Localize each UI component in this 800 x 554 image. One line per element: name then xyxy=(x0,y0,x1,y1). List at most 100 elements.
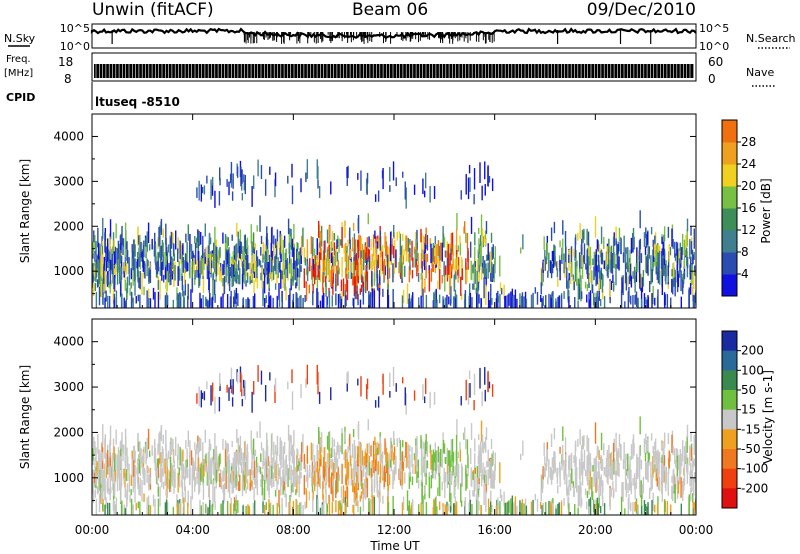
velocity-echo xyxy=(650,433,653,441)
velocity-echo xyxy=(574,468,577,475)
power-echo xyxy=(293,223,295,240)
velocity-echo xyxy=(123,468,125,478)
power-echo xyxy=(557,278,559,287)
velocity-echo xyxy=(583,435,585,447)
velocity-echo xyxy=(490,439,493,450)
power-echo xyxy=(460,276,462,296)
power-echo xyxy=(562,238,564,260)
velocity-echo xyxy=(536,498,539,512)
velocity-echo xyxy=(608,444,610,459)
power-echo xyxy=(353,233,356,256)
power-echo xyxy=(214,226,216,249)
power-echo xyxy=(479,255,482,264)
velocity-echo xyxy=(352,429,355,438)
velocity-echo xyxy=(109,475,112,492)
power-echo xyxy=(368,236,370,248)
power-echo xyxy=(433,247,436,257)
velocity-echo xyxy=(612,443,615,462)
velocity-echo xyxy=(137,501,139,509)
power-echo xyxy=(375,243,377,260)
velocity-echo xyxy=(425,433,427,452)
power-echo xyxy=(103,256,106,271)
power-echo xyxy=(650,255,652,271)
velocity-echo xyxy=(151,445,153,456)
velocity-echo xyxy=(228,479,231,498)
velocity-echo xyxy=(210,385,212,406)
power-echo xyxy=(377,254,380,269)
velocity-echo xyxy=(120,447,122,457)
velocity-echo xyxy=(162,434,164,444)
power-echo xyxy=(371,278,373,298)
velocity-echo xyxy=(476,465,479,485)
velocity-echo xyxy=(523,503,525,515)
power-echo xyxy=(485,284,487,305)
power-echo xyxy=(207,300,209,308)
power-echo xyxy=(370,261,373,272)
power-echo xyxy=(400,264,402,280)
velocity-echo xyxy=(94,457,96,469)
velocity-echo xyxy=(125,506,127,515)
velocity-echo xyxy=(557,504,559,514)
velocity-echo xyxy=(218,396,221,412)
power-echo xyxy=(214,262,217,275)
power-echo xyxy=(219,266,221,281)
power-echo xyxy=(617,244,619,255)
power-echo xyxy=(345,250,348,269)
velocity-echo xyxy=(331,502,334,514)
power-echo xyxy=(584,281,587,289)
velocity-echo xyxy=(686,469,689,484)
velocity-echo xyxy=(156,458,159,468)
power-echo xyxy=(405,187,407,209)
power-echo xyxy=(655,244,658,262)
velocity-echo xyxy=(308,491,311,501)
velocity-echo xyxy=(629,470,632,488)
power-echo xyxy=(280,254,282,263)
power-echo xyxy=(658,270,661,285)
power-echo xyxy=(319,238,321,248)
power-echo xyxy=(417,272,420,282)
power-echo xyxy=(681,274,684,282)
velocity-echo xyxy=(305,475,308,482)
power-echo xyxy=(465,232,467,243)
velocity-echo xyxy=(337,472,339,493)
velocity-echo xyxy=(154,439,156,455)
power-echo xyxy=(673,262,675,278)
velocity-echo xyxy=(113,506,115,515)
power-echo xyxy=(264,255,266,264)
nave-tick-low: 0 xyxy=(708,72,716,86)
velocity-echo xyxy=(253,460,256,478)
velocity-echo xyxy=(477,434,480,441)
power-echo xyxy=(508,293,510,306)
cpid-row: CPID ltuseq -8510 xyxy=(6,82,180,110)
power-echo xyxy=(574,297,576,308)
velocity-echo xyxy=(423,460,425,467)
power-echo xyxy=(335,293,337,306)
power-echo xyxy=(194,242,197,265)
velocity-echo xyxy=(318,427,320,445)
power-echo xyxy=(340,239,342,246)
velocity-echo xyxy=(530,501,533,515)
power-echo xyxy=(153,245,156,257)
power-echo xyxy=(450,244,452,261)
power-echo xyxy=(633,266,636,283)
velocity-echo xyxy=(356,481,359,489)
velocity-echo xyxy=(169,471,171,489)
power-echo xyxy=(182,285,184,297)
power-echo xyxy=(170,231,173,249)
power-echo xyxy=(287,294,290,308)
y-tick-label: 1000 xyxy=(53,471,84,485)
power-echo xyxy=(219,246,221,258)
velocity-echo xyxy=(667,482,669,490)
velocity-echo xyxy=(262,448,264,465)
power-echo xyxy=(200,298,202,308)
velocity-echo xyxy=(179,475,181,488)
power-echo xyxy=(299,295,301,308)
velocity-echo xyxy=(328,497,331,515)
power-echo xyxy=(433,186,436,199)
velocity-echo xyxy=(632,434,635,455)
velocity-echo xyxy=(161,468,163,488)
power-echo xyxy=(469,292,472,308)
power-echo xyxy=(354,239,357,253)
power-echo xyxy=(337,260,339,271)
power-echo xyxy=(446,241,448,252)
